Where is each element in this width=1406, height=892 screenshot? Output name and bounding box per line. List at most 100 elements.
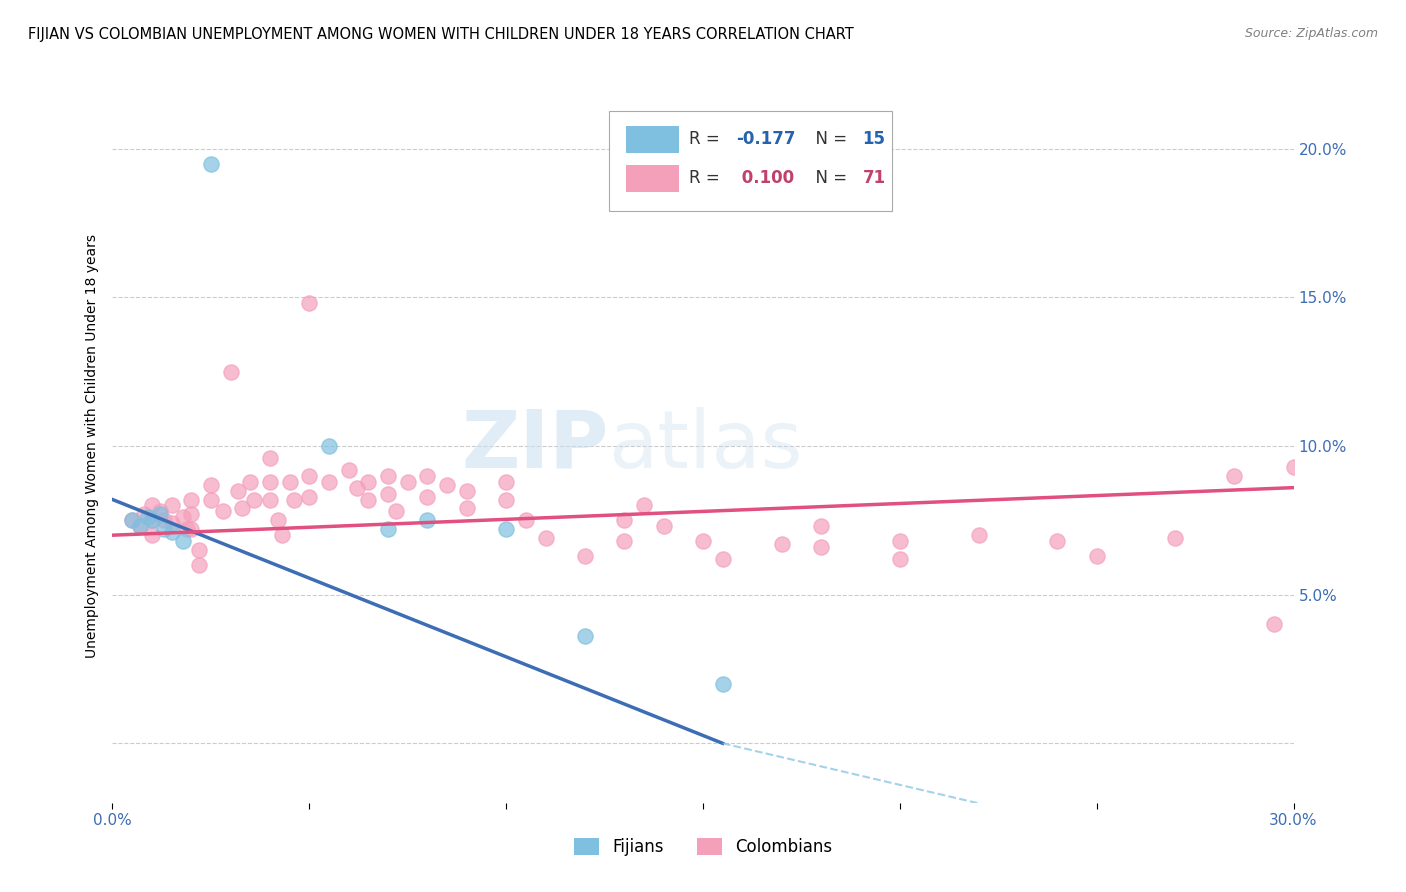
Point (346, 481, 368, 495)
Bar (626, 165, 679, 192)
FancyBboxPatch shape (609, 111, 891, 211)
Point (200, 492, 222, 507)
Point (515, 513, 537, 527)
Point (1164, 531, 1187, 545)
Point (160, 499, 183, 513)
Y-axis label: Unemployment Among Women with Children Under 18 years: Unemployment Among Women with Children U… (86, 234, 100, 658)
Point (141, 513, 163, 527)
Point (810, 519, 832, 533)
Point (129, 519, 152, 533)
Point (1282, 459, 1305, 474)
Point (613, 513, 636, 527)
Point (278, 475, 301, 489)
Point (633, 499, 655, 513)
Point (574, 629, 596, 643)
Point (188, 543, 211, 558)
Point (711, 677, 734, 691)
Point (810, 540, 832, 554)
Point (259, 475, 281, 489)
Point (136, 510, 159, 524)
Point (141, 528, 163, 542)
Point (337, 463, 360, 477)
Text: 0.100: 0.100 (737, 169, 794, 187)
Point (132, 508, 155, 522)
Text: Source: ZipAtlas.com: Source: ZipAtlas.com (1244, 27, 1378, 40)
Point (1085, 549, 1108, 563)
Point (385, 504, 408, 518)
Point (172, 510, 194, 524)
Point (318, 439, 340, 453)
Point (200, 156, 222, 170)
Point (534, 531, 557, 545)
Text: -0.177: -0.177 (737, 130, 796, 148)
Point (889, 534, 911, 549)
Point (283, 492, 305, 507)
Point (176, 522, 198, 536)
Point (416, 490, 439, 504)
Point (495, 475, 517, 489)
Text: N =: N = (804, 130, 852, 148)
Point (1223, 468, 1246, 483)
Text: atlas: atlas (609, 407, 803, 485)
Point (652, 519, 675, 533)
Point (141, 499, 163, 513)
Point (377, 486, 399, 500)
Point (456, 483, 478, 498)
Point (495, 492, 517, 507)
Point (180, 508, 202, 522)
Point (318, 475, 340, 489)
Point (267, 513, 290, 527)
Point (152, 513, 174, 527)
Point (188, 558, 211, 572)
Point (770, 537, 793, 551)
Point (711, 552, 734, 566)
Text: N =: N = (804, 169, 852, 187)
Point (298, 490, 321, 504)
Point (141, 513, 163, 527)
Point (211, 504, 233, 518)
Point (149, 504, 172, 518)
Point (259, 450, 281, 465)
Point (243, 492, 266, 507)
Bar (626, 126, 679, 153)
Point (270, 528, 292, 542)
Point (172, 534, 194, 549)
Point (357, 492, 380, 507)
Point (180, 492, 202, 507)
Point (160, 516, 183, 531)
Point (180, 522, 202, 536)
Point (416, 468, 439, 483)
Point (416, 513, 439, 527)
Text: R =: R = (689, 169, 725, 187)
Point (1046, 534, 1069, 549)
Point (239, 475, 262, 489)
Point (613, 534, 636, 549)
Point (889, 552, 911, 566)
Point (357, 475, 380, 489)
Point (200, 477, 222, 491)
Point (121, 513, 143, 527)
Point (129, 519, 152, 533)
Point (377, 468, 399, 483)
Point (298, 296, 321, 310)
Point (967, 528, 990, 542)
Point (152, 522, 174, 536)
Point (377, 522, 399, 536)
Point (231, 501, 253, 516)
Point (1263, 617, 1285, 632)
Point (298, 468, 321, 483)
Point (160, 525, 183, 540)
Text: ZIP: ZIP (461, 407, 609, 485)
Point (692, 534, 714, 549)
Text: 15: 15 (862, 130, 886, 148)
Legend: Fijians, Colombians: Fijians, Colombians (564, 828, 842, 866)
Text: FIJIAN VS COLOMBIAN UNEMPLOYMENT AMONG WOMEN WITH CHILDREN UNDER 18 YEARS CORREL: FIJIAN VS COLOMBIAN UNEMPLOYMENT AMONG W… (28, 27, 853, 42)
Point (396, 475, 419, 489)
Text: 71: 71 (862, 169, 886, 187)
Point (436, 477, 458, 491)
Point (259, 492, 281, 507)
Point (149, 508, 172, 522)
Point (219, 365, 242, 379)
Point (228, 483, 250, 498)
Point (495, 522, 517, 536)
